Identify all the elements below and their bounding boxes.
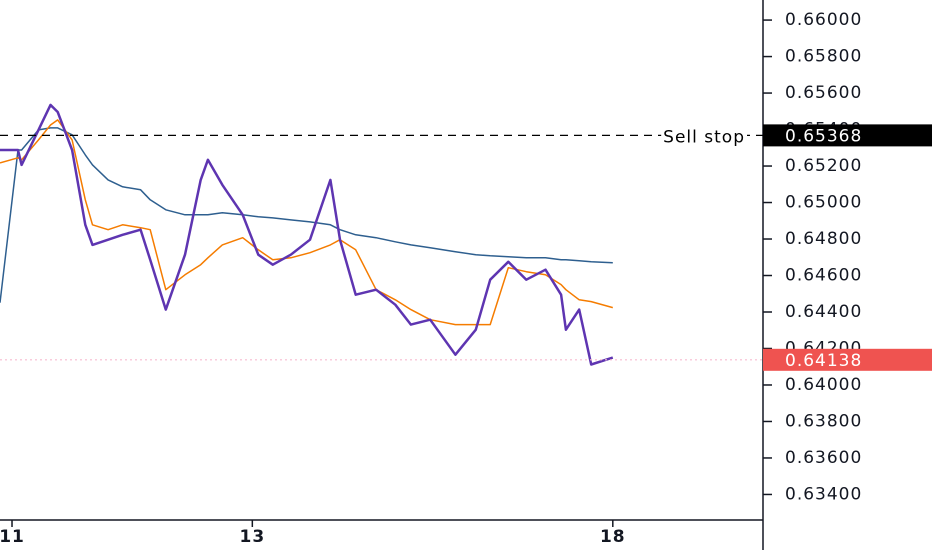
y-tick-label: 0.64000 [785,375,862,395]
y-tick-label: 0.65800 [785,47,862,67]
y-tick-label: 0.65600 [785,83,862,103]
y-tick-label: 0.64800 [785,229,862,249]
y-tick-label: 0.64400 [785,302,862,322]
price-line [0,103,614,366]
y-tick-label: 0.63600 [785,448,862,468]
y-tick-label: 0.66000 [785,10,862,30]
price-label-box [763,124,932,147]
y-tick-label: 0.63800 [785,411,862,431]
x-tick-label: 11 [0,527,25,547]
y-tick-label: 0.64600 [785,266,862,286]
x-tick-label: 18 [600,527,626,547]
level-label: Sell stop [663,127,745,147]
level-label-bg [661,133,747,138]
price-label-box [763,348,932,371]
price-label: 0.65368 [785,126,862,146]
price-line [0,127,613,303]
y-tick-label: 0.65200 [785,156,862,176]
y-tick-label: 0.65000 [785,193,862,213]
y-tick-label: 0.63400 [785,484,862,504]
x-tick-label: 13 [239,527,265,547]
price-label: 0.64138 [785,351,862,371]
